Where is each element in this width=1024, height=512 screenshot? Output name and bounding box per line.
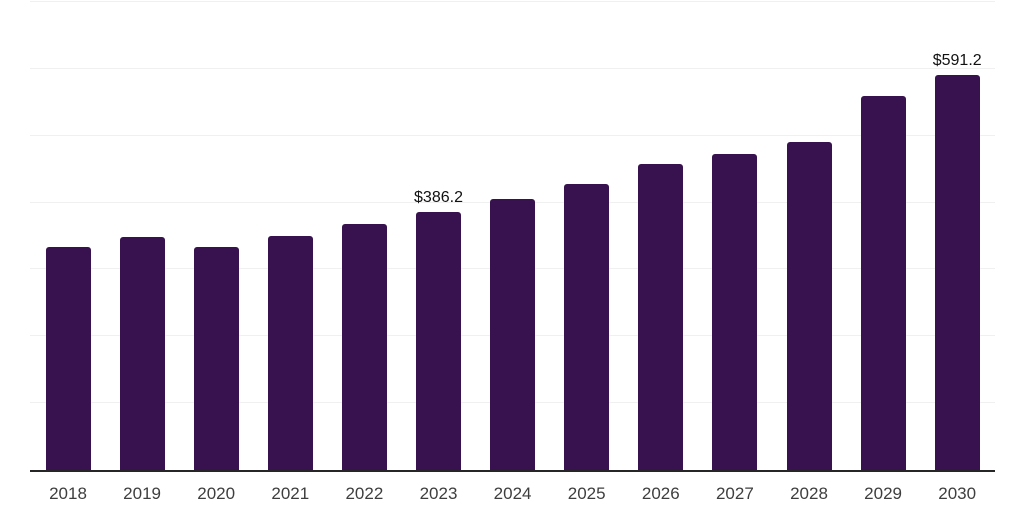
bar-2030: $591.2 (933, 52, 982, 470)
bar-2019 (119, 237, 165, 470)
bar-2024 (490, 198, 536, 470)
bar-2028 (786, 142, 832, 470)
bar-2023: $386.2 (414, 189, 463, 470)
x-tick-label: 2027 (715, 484, 754, 503)
bar-2018 (45, 246, 91, 470)
bar-value-label: $386.2 (414, 188, 463, 206)
bar-2021 (267, 236, 313, 470)
gridline (30, 134, 995, 136)
bar-2020 (193, 247, 239, 470)
gridline (30, 1, 995, 2)
x-tick-label: 2030 (938, 484, 977, 503)
x-tick-label: 2029 (864, 484, 903, 503)
x-tick-label: 2022 (345, 484, 384, 503)
bar-2025 (564, 183, 610, 470)
x-tick-label: 2023 (419, 484, 458, 503)
bar-2029 (860, 96, 906, 470)
x-tick-label: 2028 (790, 484, 828, 503)
bar-2026 (638, 163, 684, 470)
x-tick-label: 2020 (197, 484, 236, 503)
x-tick-label: 2025 (567, 484, 606, 503)
x-tick-label: 2019 (123, 484, 162, 503)
bar-2022 (341, 223, 387, 470)
gridline (30, 67, 995, 69)
plot-area: $386.2 $591.2 (30, 1, 995, 472)
bar-2027 (712, 154, 758, 470)
x-tick-label: 2026 (641, 484, 680, 503)
x-tick-label: 2021 (271, 484, 310, 503)
bar-value-label: $591.2 (932, 51, 982, 69)
x-tick-label: 2024 (493, 484, 532, 503)
x-tick-label: 2018 (49, 484, 87, 503)
